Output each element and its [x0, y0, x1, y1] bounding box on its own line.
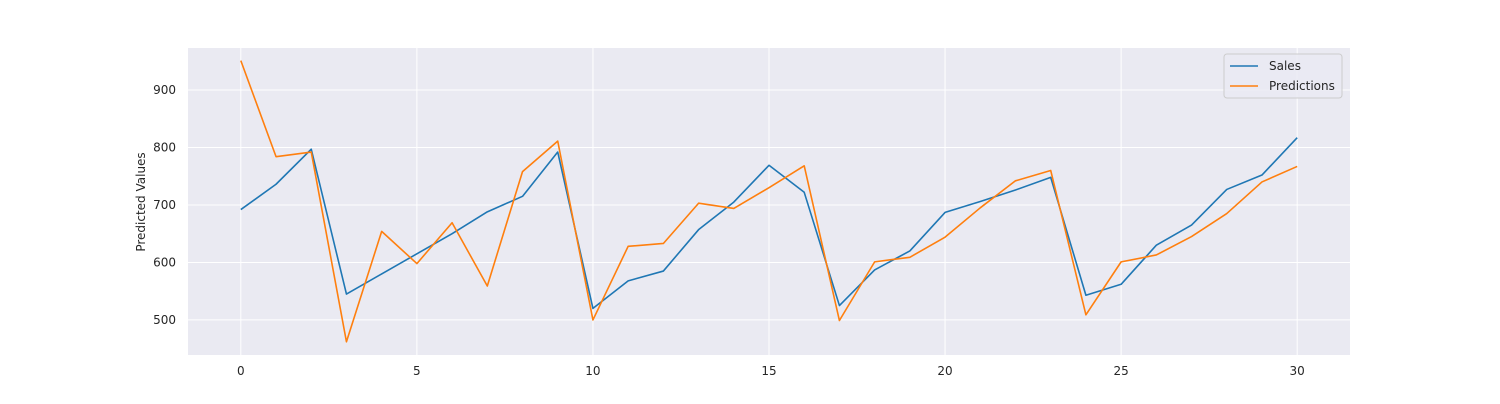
y-tick-labels: 500 600 700 800 900: [153, 83, 176, 327]
grid-lines: [188, 48, 1350, 355]
legend-label-sales: Sales: [1269, 59, 1301, 73]
y-tick-label: 800: [153, 140, 176, 154]
y-tick-label: 900: [153, 83, 176, 97]
x-tick-label: 20: [937, 364, 952, 378]
series-line-sales: [240, 137, 1298, 310]
y-tick-label: 500: [153, 313, 176, 327]
legend-label-predictions: Predictions: [1269, 79, 1335, 93]
y-tick-label: 600: [153, 255, 176, 269]
x-tick-label: 25: [1113, 364, 1128, 378]
y-tick-label: 700: [153, 198, 176, 212]
x-tick-label: 5: [413, 364, 421, 378]
x-tick-label: 15: [761, 364, 776, 378]
x-tick-label: 10: [585, 364, 600, 378]
y-axis-label: Predicted Values: [134, 152, 148, 251]
series-line-predictions: [240, 60, 1298, 343]
series-lines: [240, 60, 1298, 343]
x-tick-label: 30: [1290, 364, 1305, 378]
x-tick-label: 0: [237, 364, 245, 378]
x-tick-labels: 0 5 10 15 20 25 30: [237, 364, 1305, 378]
legend-box: [1223, 53, 1343, 99]
legend: Sales Predictions: [1223, 53, 1343, 99]
